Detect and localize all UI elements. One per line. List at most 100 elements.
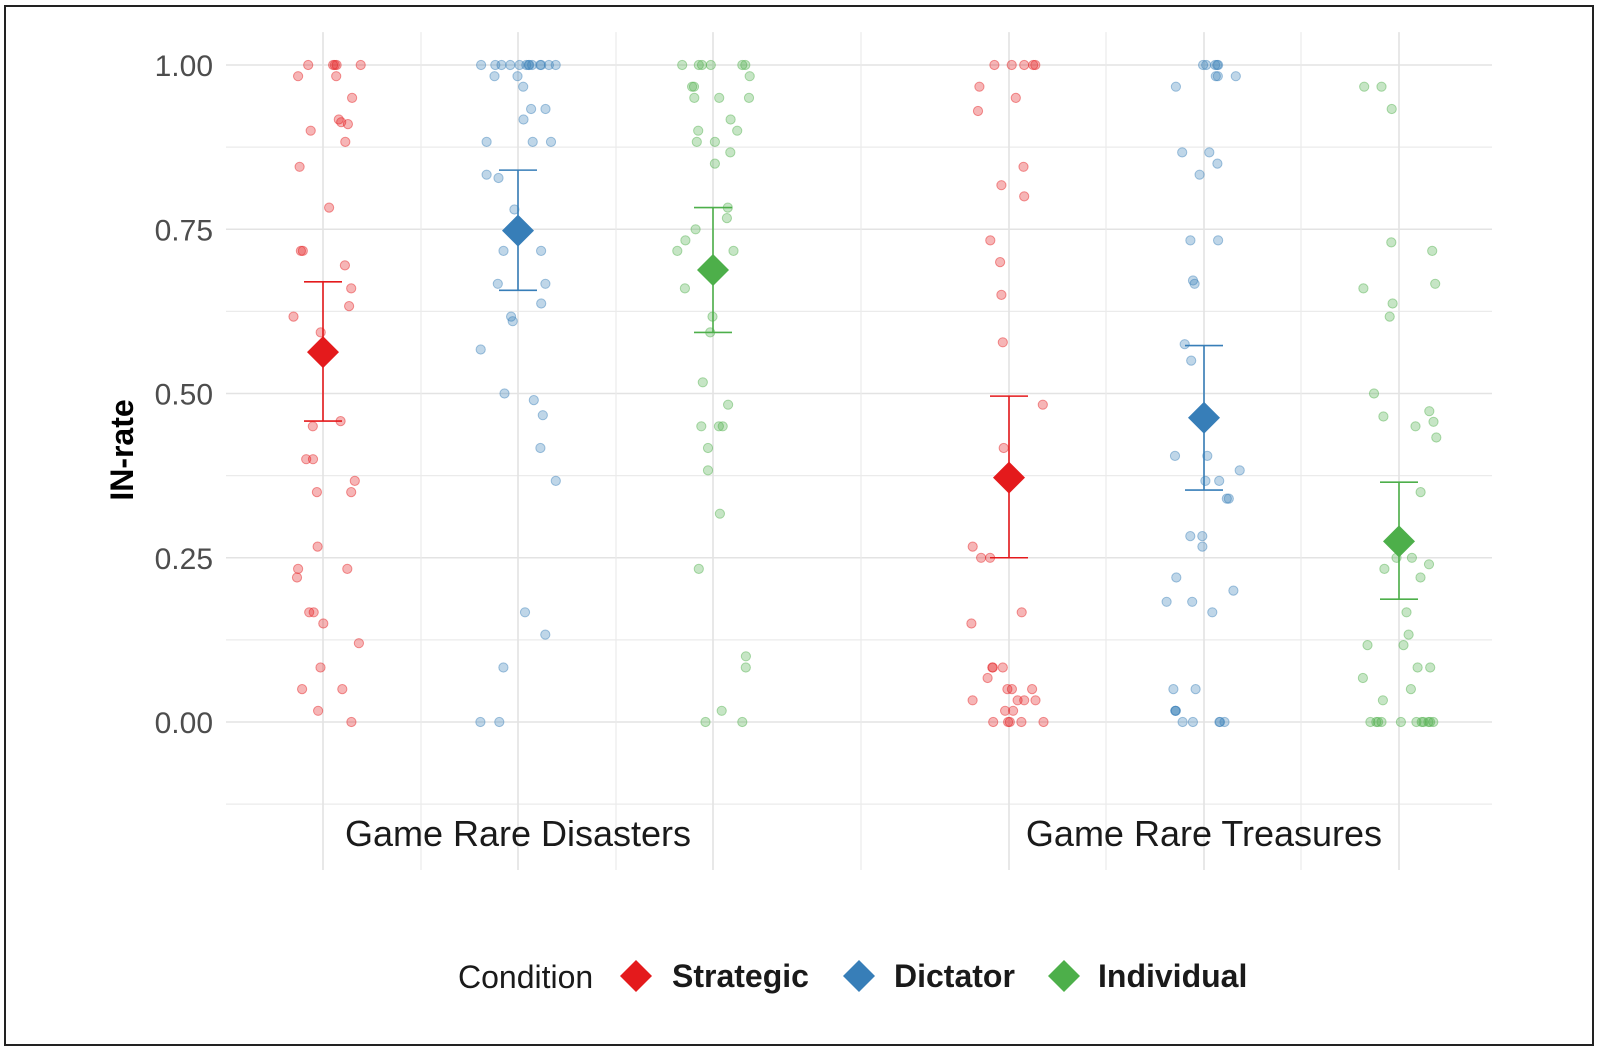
data-point [353,638,364,649]
data-point [490,59,501,71]
data-point [1016,716,1027,728]
data-point [295,245,306,256]
data-point [998,442,1009,454]
data-point [1371,716,1382,728]
figure-frame [4,5,1594,1046]
data-point [1425,662,1436,673]
data-point [355,59,366,71]
data-point [1170,705,1181,716]
data-point [1190,684,1201,695]
data-point [346,283,357,294]
y-axis-label: IN-rate [104,399,140,500]
data-point [1401,607,1412,618]
data-point [987,662,998,673]
data-point [481,169,492,180]
data-point [996,289,1007,300]
mean-diamond [1188,401,1220,434]
y-tick-label: 0.25 [155,543,213,576]
data-point [1207,607,1218,618]
y-tick-label: 0.50 [155,379,213,412]
data-point [1428,716,1439,728]
data-point [1200,475,1211,486]
data-point [1214,716,1225,728]
data-point [535,59,546,71]
x-axis-categories: Game Rare Disasters Game Rare Treasures [345,813,1382,854]
data-point [717,421,728,432]
data-point [696,59,708,71]
data-point [346,716,357,728]
legend-item-label: Dictator [894,958,1015,994]
data-point [1018,161,1029,172]
data-point [550,475,561,486]
data-point [1373,716,1384,728]
data-point [1405,684,1417,695]
data-point [740,59,751,71]
data-point [721,213,733,224]
data-point [512,71,523,82]
data-point [1019,59,1030,71]
data-point [744,71,755,82]
data-point [528,395,539,406]
data-point [1430,278,1441,289]
data-point [537,410,548,421]
data-point [1379,563,1390,575]
data-point [339,260,350,271]
data-point [305,125,316,136]
data-point [519,607,531,618]
data-point [716,705,727,716]
data-point [514,59,525,71]
data-point [1187,596,1198,607]
data-point [1423,716,1434,728]
x-category-label: Game Rare Disasters [345,813,691,854]
data-point [1186,355,1197,366]
data-point [1170,705,1182,716]
data-point [523,59,534,71]
data-point [331,59,342,71]
data-point [342,119,353,130]
data-point [1037,399,1048,410]
data-point [1358,283,1369,294]
data-point [518,114,529,125]
data-point [1019,191,1030,202]
data-point [740,662,751,673]
data-point [518,81,529,92]
data-point [521,59,532,71]
data-point [1427,245,1438,256]
data-point [347,92,358,104]
mean-diamond [307,336,339,369]
data-point [1197,531,1208,542]
data-point [1214,716,1226,728]
data-point [1187,275,1199,286]
data-point [337,684,348,695]
data-point [1410,421,1421,432]
data-point [997,337,1008,348]
data-point [536,298,547,309]
data-point [540,629,551,640]
data-point [1004,716,1015,728]
data-point [496,59,507,71]
legend: Condition Strategic Dictator Individual [458,958,1247,995]
data-point [1412,662,1423,673]
data-point [288,311,299,322]
data-point [1030,59,1041,71]
data-point [1212,71,1223,82]
mean-diamond [993,461,1025,494]
legend-key [620,960,652,992]
data-point [1223,493,1234,504]
data-point [1424,406,1435,417]
legend-title: Condition [458,959,593,995]
data-point [294,161,305,172]
data-point [1365,716,1376,728]
data-point [700,716,711,728]
data-point [291,572,303,583]
data-point [996,180,1007,191]
data-point [728,245,739,256]
data-point [526,103,537,115]
legend-key [1048,960,1080,992]
data-point [307,421,318,432]
data-point [304,607,315,618]
data-point [336,117,347,128]
data-point [333,114,344,125]
data-point [349,475,360,486]
data-point [1376,716,1387,728]
